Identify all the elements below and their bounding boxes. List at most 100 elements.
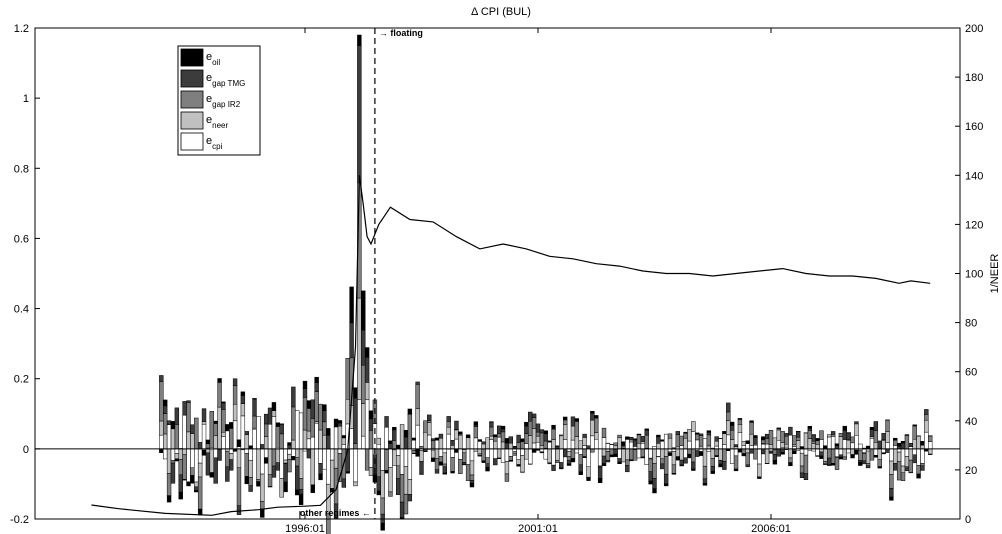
bar-segment — [586, 466, 591, 478]
bar-segment — [306, 400, 312, 409]
bar-segment — [617, 434, 622, 438]
y2-tick-label: 140 — [965, 170, 983, 182]
bar-segment — [376, 437, 381, 445]
bar-segment — [524, 448, 529, 460]
bar-segment — [302, 388, 308, 398]
bar-segment — [617, 458, 622, 463]
bar-segment — [295, 465, 300, 491]
bar-segment — [469, 482, 475, 488]
bar-segment — [675, 431, 680, 435]
bar-segment — [166, 424, 172, 450]
bar-segment — [702, 448, 708, 467]
bar-segment — [217, 378, 222, 383]
bar-segment — [221, 402, 226, 410]
bar-segment — [240, 395, 246, 404]
bar-segment — [508, 436, 513, 444]
bar-segment — [842, 425, 847, 431]
bar-segment — [438, 461, 444, 466]
bar-segment — [726, 411, 731, 421]
bar-segment — [865, 450, 871, 464]
bar-segment — [524, 421, 529, 427]
bar-segment — [555, 448, 560, 461]
y2-tick-label: 0 — [965, 514, 971, 526]
bar-segment — [706, 432, 712, 436]
bar-segment — [920, 463, 925, 466]
bar-segment — [520, 448, 525, 456]
bar-segment — [799, 465, 805, 474]
bar-segment — [403, 466, 409, 495]
bar-segment — [388, 440, 393, 444]
bar-segment — [617, 437, 622, 450]
bar-segment — [256, 479, 261, 482]
bar-segment — [846, 448, 851, 454]
bar-segment — [605, 451, 611, 461]
bar-segment — [795, 440, 801, 450]
bar-segment — [838, 448, 844, 456]
bar-segment — [493, 458, 498, 466]
bar-segment — [562, 448, 568, 458]
bar-segment — [640, 456, 646, 459]
bar-segment — [194, 490, 199, 493]
bar-segment — [920, 448, 925, 464]
bar-segment — [733, 448, 739, 457]
bar-segment — [889, 496, 894, 501]
bar-segment — [784, 443, 789, 448]
bar-segment — [419, 461, 424, 475]
y-tick-label: 0.4 — [14, 304, 29, 316]
bar-segment — [749, 422, 754, 435]
bar-segment — [295, 410, 300, 450]
bar-segment — [667, 453, 673, 456]
bar-segment — [889, 474, 894, 489]
bar-segment — [570, 439, 576, 450]
y-tick-label: 1 — [23, 93, 29, 105]
bar-segment — [419, 450, 424, 462]
bar-segment — [283, 448, 288, 461]
bar-segment — [314, 382, 319, 392]
bar-segment — [842, 439, 847, 450]
bar-segment — [252, 428, 257, 450]
bar-segment — [508, 442, 513, 450]
bar-segment — [547, 440, 552, 443]
bar-segment — [306, 430, 312, 440]
bar-segment — [889, 460, 894, 475]
bar-segment — [830, 431, 836, 436]
bar-segment — [353, 397, 358, 444]
bar-segment — [652, 488, 657, 494]
bar-segment — [586, 448, 591, 468]
bar-segment — [310, 418, 315, 438]
bar-segment — [411, 437, 416, 441]
bar-segment — [768, 450, 774, 454]
bar-segment — [531, 428, 537, 444]
bar-segment — [271, 465, 277, 478]
bar-segment — [396, 478, 401, 495]
bar-segment — [384, 426, 389, 450]
bar-segment — [512, 452, 517, 456]
bar-segment — [380, 522, 385, 531]
bar-segment — [291, 439, 296, 450]
bar-segment — [601, 463, 607, 467]
bar-segment — [333, 418, 339, 428]
axes-layer: -0.2 0 0.2 0.4 0.6 0.8 1 1.2 0 20 40 60 80 100 120 140 1… — [10, 23, 1001, 534]
bar-segment — [729, 439, 735, 450]
bar-segment — [531, 413, 537, 418]
bar-segment — [904, 435, 910, 450]
bar-segment — [485, 448, 490, 458]
bar-segment — [706, 434, 712, 447]
bar-segment — [462, 463, 467, 466]
bar-segment — [411, 450, 416, 454]
bar-segment — [799, 452, 805, 467]
bar-segment — [912, 454, 917, 464]
bar-segment — [539, 451, 545, 454]
bar-segment — [924, 414, 929, 421]
bar-segment — [244, 431, 249, 435]
bar-segment — [458, 434, 463, 450]
bar-segment — [516, 434, 521, 443]
bar-segment — [186, 431, 191, 450]
bar-segment — [248, 448, 253, 461]
bar-segment — [547, 448, 552, 464]
bar-segment — [566, 460, 572, 465]
bar-segment — [438, 456, 444, 463]
bar-segment — [578, 440, 583, 450]
bar-segment — [823, 448, 828, 462]
